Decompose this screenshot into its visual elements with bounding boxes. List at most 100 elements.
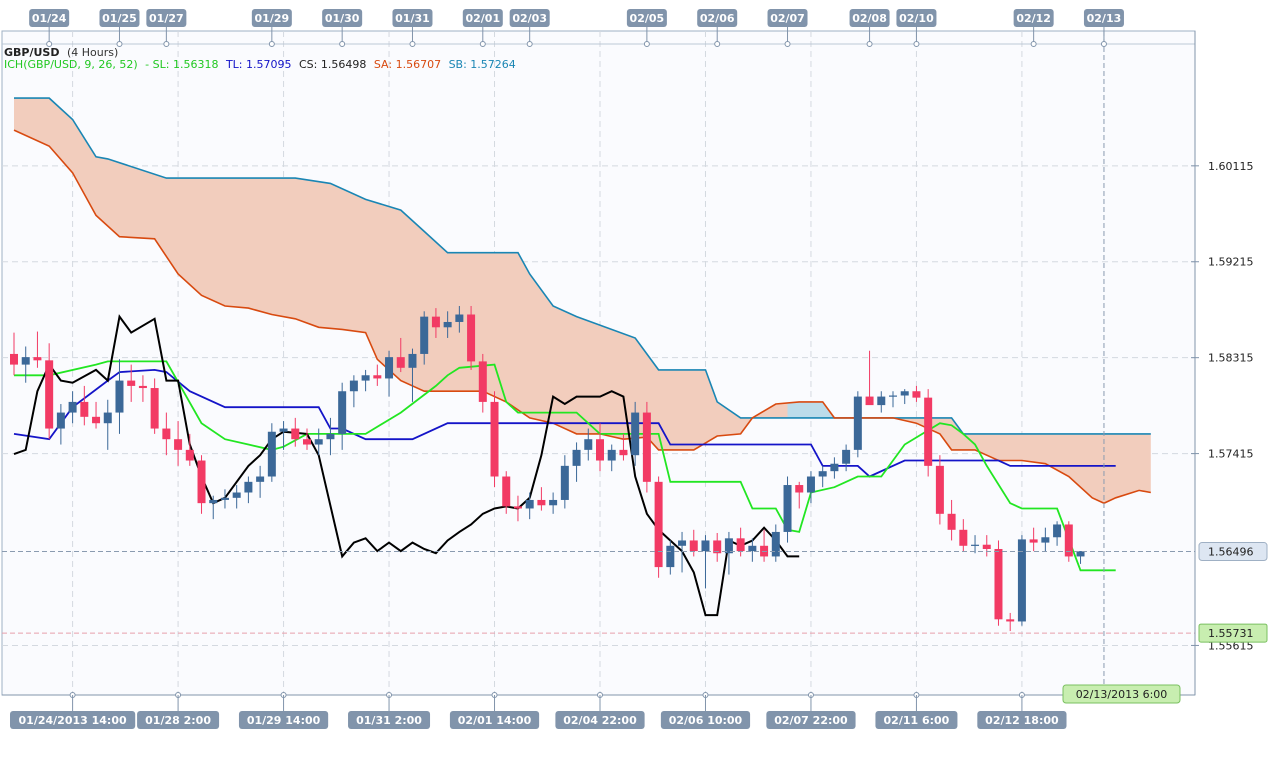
candle[interactable] bbox=[865, 350, 874, 406]
candle[interactable] bbox=[537, 487, 546, 511]
candle[interactable] bbox=[455, 305, 464, 333]
candle[interactable] bbox=[185, 433, 194, 466]
candle[interactable] bbox=[572, 442, 581, 482]
candle[interactable] bbox=[502, 471, 511, 514]
candle[interactable] bbox=[900, 389, 909, 405]
candle[interactable] bbox=[174, 421, 183, 466]
cursor-date-tag[interactable]: 02/13/2013 6:00 bbox=[1062, 684, 1181, 704]
candle[interactable] bbox=[92, 401, 101, 429]
candle[interactable] bbox=[291, 417, 300, 447]
candle[interactable] bbox=[771, 524, 780, 562]
candle[interactable] bbox=[490, 391, 499, 488]
candle[interactable] bbox=[1017, 535, 1026, 626]
candle[interactable] bbox=[279, 421, 288, 450]
candle[interactable] bbox=[408, 348, 417, 402]
candle[interactable] bbox=[994, 540, 1003, 626]
candle[interactable] bbox=[678, 531, 687, 573]
top-date-label: 01/30 bbox=[325, 12, 360, 25]
candle[interactable] bbox=[21, 346, 30, 383]
candle[interactable] bbox=[783, 476, 792, 543]
candle[interactable] bbox=[478, 353, 487, 413]
candle[interactable] bbox=[396, 337, 405, 373]
candle[interactable] bbox=[713, 532, 722, 562]
candle[interactable] bbox=[853, 391, 862, 458]
candle[interactable] bbox=[256, 465, 265, 498]
candle[interactable] bbox=[138, 375, 147, 402]
candle[interactable] bbox=[385, 350, 394, 397]
candle[interactable] bbox=[607, 444, 616, 472]
candle[interactable] bbox=[103, 399, 112, 450]
top-date-label: 01/29 bbox=[255, 12, 290, 25]
candle[interactable] bbox=[982, 535, 991, 557]
candle[interactable] bbox=[830, 457, 839, 479]
candle[interactable] bbox=[842, 444, 851, 472]
candle[interactable] bbox=[666, 540, 675, 575]
candlestick-series[interactable] bbox=[10, 305, 1085, 632]
candle[interactable] bbox=[795, 481, 804, 509]
candle[interactable] bbox=[162, 412, 171, 456]
candle[interactable] bbox=[10, 332, 18, 376]
candle[interactable] bbox=[877, 391, 886, 413]
last-price-tag[interactable]: 1.56496 bbox=[1198, 542, 1268, 562]
candle[interactable] bbox=[1029, 527, 1038, 552]
candle-body bbox=[21, 357, 30, 365]
candle[interactable] bbox=[349, 375, 358, 408]
candle[interactable] bbox=[220, 489, 229, 509]
candle[interactable] bbox=[80, 385, 89, 426]
candle[interactable] bbox=[326, 417, 335, 456]
candle-body bbox=[1041, 537, 1050, 543]
candle[interactable] bbox=[150, 378, 159, 434]
candle[interactable] bbox=[912, 385, 921, 402]
candle[interactable] bbox=[33, 331, 42, 368]
candle[interactable] bbox=[127, 364, 136, 402]
candle[interactable] bbox=[748, 538, 757, 562]
candle[interactable] bbox=[361, 369, 370, 392]
candle[interactable] bbox=[431, 308, 440, 338]
candle[interactable] bbox=[584, 428, 593, 461]
candle[interactable] bbox=[513, 495, 522, 522]
candle-body bbox=[455, 314, 464, 322]
candle[interactable] bbox=[818, 465, 827, 488]
candle[interactable] bbox=[232, 485, 241, 509]
candle-body bbox=[607, 449, 616, 461]
bottom-date-label: 02/01 14:00 bbox=[458, 714, 532, 727]
candle[interactable] bbox=[701, 535, 710, 589]
candle[interactable] bbox=[935, 455, 944, 525]
candle[interactable] bbox=[560, 455, 569, 509]
candle[interactable] bbox=[267, 423, 276, 482]
candle[interactable] bbox=[467, 305, 476, 370]
candle[interactable] bbox=[971, 535, 980, 554]
candle[interactable] bbox=[420, 311, 429, 365]
candle[interactable] bbox=[45, 343, 54, 440]
candle[interactable] bbox=[549, 492, 558, 514]
candle[interactable] bbox=[1006, 612, 1015, 632]
candle[interactable] bbox=[209, 495, 218, 520]
candle[interactable] bbox=[68, 391, 77, 424]
candle[interactable] bbox=[959, 519, 968, 552]
candle[interactable] bbox=[1064, 521, 1073, 562]
candle[interactable] bbox=[56, 404, 65, 445]
candle[interactable] bbox=[443, 311, 452, 338]
candle[interactable] bbox=[619, 433, 628, 461]
candle[interactable] bbox=[244, 476, 253, 504]
candle[interactable] bbox=[947, 499, 956, 541]
candle[interactable] bbox=[724, 531, 733, 575]
candle[interactable] bbox=[197, 455, 206, 514]
candle[interactable] bbox=[303, 428, 311, 450]
candle[interactable] bbox=[1041, 527, 1050, 552]
candle[interactable] bbox=[1053, 521, 1062, 546]
candle[interactable] bbox=[115, 359, 124, 434]
candle[interactable] bbox=[373, 364, 382, 386]
candle[interactable] bbox=[596, 423, 604, 472]
candle[interactable] bbox=[806, 471, 815, 504]
candle[interactable] bbox=[314, 428, 323, 456]
candle[interactable] bbox=[654, 476, 663, 578]
candle[interactable] bbox=[631, 401, 640, 466]
candle[interactable] bbox=[889, 391, 897, 408]
candle[interactable] bbox=[924, 389, 933, 477]
candle[interactable] bbox=[642, 401, 651, 493]
candle[interactable] bbox=[338, 382, 347, 450]
candle[interactable] bbox=[1076, 551, 1085, 564]
candle[interactable] bbox=[525, 492, 534, 520]
